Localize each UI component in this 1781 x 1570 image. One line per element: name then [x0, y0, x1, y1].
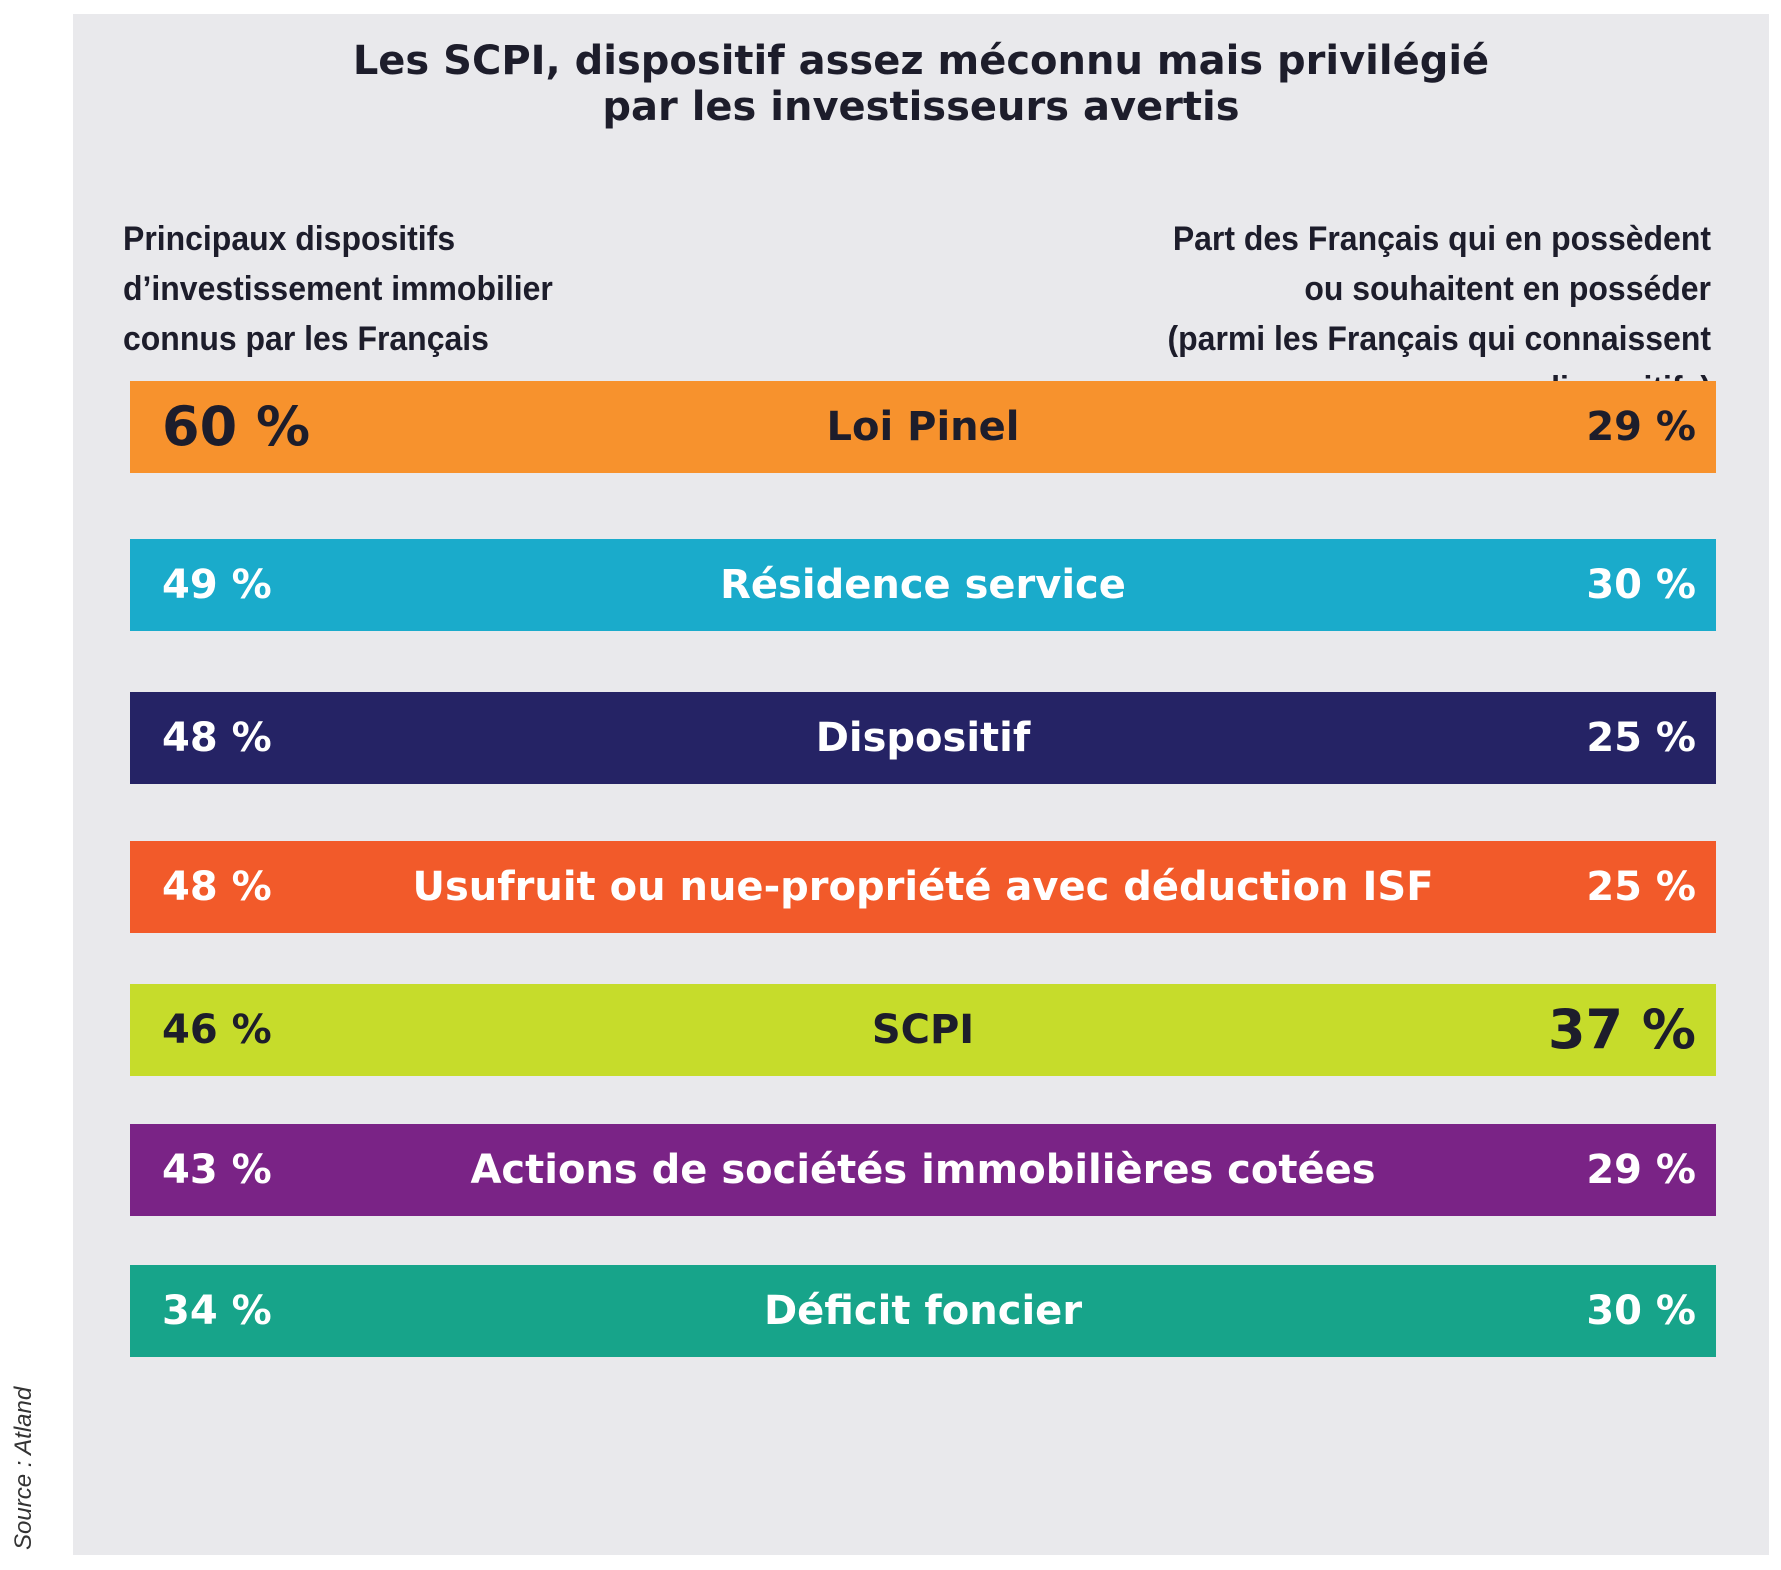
right-header-line-3: (parmi les Français qui connaissent: [1167, 320, 1711, 358]
right-column-header: Part des Français qui en possèdent ou so…: [1109, 214, 1711, 414]
bar-row: Résidence service 49 % 30 %: [130, 539, 1716, 631]
bar-row: Déficit foncier 34 % 30 %: [130, 1265, 1716, 1357]
bar-row: Loi Pinel 60 % 29 %: [130, 381, 1716, 473]
own-value: 37 %: [1547, 998, 1696, 1061]
chart-title-line-1: Les SCPI, dispositif assez méconnu mais …: [352, 38, 1490, 84]
source-note: Source : Atland: [10, 1386, 37, 1550]
known-value: 46 %: [162, 1007, 272, 1053]
chart-title: Les SCPI, dispositif assez méconnu mais …: [73, 38, 1769, 130]
known-value: 48 %: [162, 715, 272, 761]
chart-title-line-2: par les investisseurs avertis: [602, 84, 1240, 130]
dispositif-label: Déficit foncier: [763, 1288, 1083, 1334]
right-header-line-1: Part des Français qui en possèdent: [1172, 220, 1711, 258]
left-header-line-2: d’investissement immobilier: [123, 270, 553, 308]
left-column-header: Principaux dispositifs d’investissement …: [123, 214, 649, 364]
left-header-line-1: Principaux dispositifs: [123, 220, 456, 258]
bar-row: Dispositif 48 % 25 %: [130, 692, 1716, 784]
dispositif-label: SCPI: [871, 1007, 975, 1053]
dispositif-label: Actions de sociétés immobilières cotées: [470, 1147, 1376, 1193]
left-header-line-3: connus par les Français: [123, 320, 489, 358]
known-value: 48 %: [162, 864, 272, 910]
own-value: 25 %: [1586, 715, 1696, 761]
chart-panel: Les SCPI, dispositif assez méconnu mais …: [73, 14, 1769, 1555]
own-value: 25 %: [1586, 864, 1696, 910]
own-value: 30 %: [1586, 562, 1696, 608]
own-value: 30 %: [1586, 1288, 1696, 1334]
own-value: 29 %: [1586, 1147, 1696, 1193]
right-header-line-2: ou souhaitent en posséder: [1304, 270, 1711, 308]
known-value: 60 %: [162, 395, 311, 458]
known-value: 43 %: [162, 1147, 272, 1193]
bar-row: Usufruit ou nue-propriété avec déduction…: [130, 841, 1716, 933]
dispositif-label: Usufruit ou nue-propriété avec déduction…: [412, 864, 1434, 910]
known-value: 34 %: [162, 1288, 272, 1334]
bar-row: Actions de sociétés immobilières cotées 4…: [130, 1124, 1716, 1216]
dispositif-label: Loi Pinel: [826, 404, 1020, 450]
own-value: 29 %: [1586, 404, 1696, 450]
bar-row: SCPI 46 % 37 %: [130, 984, 1716, 1076]
dispositif-label: Résidence service: [720, 562, 1126, 608]
known-value: 49 %: [162, 562, 272, 608]
dispositif-label: Dispositif: [815, 715, 1031, 761]
